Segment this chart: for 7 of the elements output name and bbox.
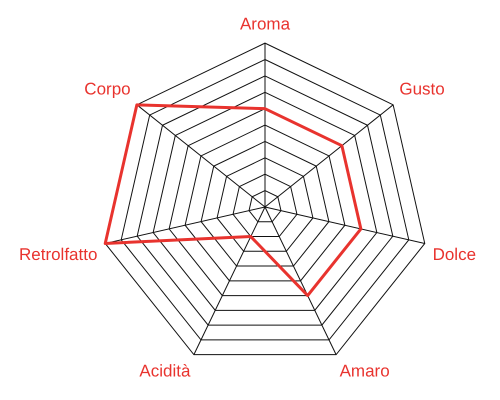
spoke-label: Aroma bbox=[240, 14, 291, 34]
spoke-label: Acidità bbox=[139, 362, 191, 381]
spoke-label: Gusto bbox=[399, 79, 445, 98]
spoke-label: Amaro bbox=[340, 362, 390, 381]
spoke-label: Retrolfatto bbox=[18, 245, 98, 264]
spoke-label: Dolce bbox=[432, 245, 476, 264]
spoke-label: Corpo bbox=[84, 79, 131, 98]
